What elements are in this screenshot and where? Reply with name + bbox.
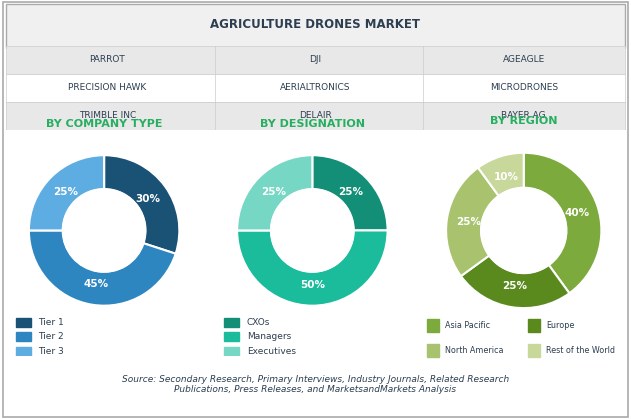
- Bar: [528, 344, 540, 357]
- Circle shape: [271, 189, 354, 272]
- Text: Executives: Executives: [247, 347, 296, 356]
- Wedge shape: [104, 155, 179, 253]
- Wedge shape: [237, 230, 387, 306]
- Text: 25%: 25%: [456, 217, 481, 227]
- Bar: [224, 347, 239, 356]
- Bar: [16, 347, 31, 356]
- Text: DJI: DJI: [309, 55, 322, 64]
- Bar: [16, 318, 31, 327]
- Bar: [224, 332, 239, 341]
- Text: Managers: Managers: [247, 332, 291, 341]
- Text: 25%: 25%: [261, 187, 286, 197]
- Bar: [427, 344, 439, 357]
- Text: BAYER AG: BAYER AG: [502, 111, 546, 120]
- FancyBboxPatch shape: [6, 102, 625, 130]
- Bar: [427, 319, 439, 332]
- Text: 25%: 25%: [502, 281, 528, 291]
- Text: 40%: 40%: [564, 208, 589, 218]
- Text: 45%: 45%: [83, 279, 108, 289]
- Wedge shape: [29, 230, 175, 306]
- Wedge shape: [237, 155, 312, 230]
- Text: AERIALTRONICS: AERIALTRONICS: [280, 83, 351, 92]
- Title: BY COMPANY TYPE: BY COMPANY TYPE: [46, 119, 162, 129]
- Title: BY DESIGNATION: BY DESIGNATION: [260, 119, 365, 129]
- Text: PRECISION HAWK: PRECISION HAWK: [68, 83, 146, 92]
- Text: AGRICULTURE DRONES MARKET: AGRICULTURE DRONES MARKET: [211, 18, 420, 31]
- Text: Tier 3: Tier 3: [38, 347, 64, 356]
- Bar: [528, 319, 540, 332]
- Bar: [16, 332, 31, 341]
- Text: 30%: 30%: [136, 194, 160, 204]
- FancyBboxPatch shape: [6, 46, 625, 74]
- Title: BY REGION: BY REGION: [490, 116, 557, 126]
- Text: MICRODRONES: MICRODRONES: [490, 83, 558, 92]
- Text: Asia Pacific: Asia Pacific: [445, 321, 490, 330]
- Text: CXOs: CXOs: [247, 318, 270, 327]
- Text: Tier 2: Tier 2: [38, 332, 64, 341]
- Bar: [224, 318, 239, 327]
- Text: Rest of the World: Rest of the World: [546, 346, 615, 355]
- Text: DELAIR: DELAIR: [299, 111, 332, 120]
- Circle shape: [481, 188, 567, 273]
- Text: 10%: 10%: [494, 172, 519, 182]
- Text: TRIMBLE INC: TRIMBLE INC: [79, 111, 136, 120]
- Wedge shape: [312, 155, 387, 230]
- Text: 25%: 25%: [338, 187, 363, 197]
- Text: 25%: 25%: [53, 187, 78, 197]
- FancyBboxPatch shape: [6, 3, 625, 48]
- Text: 50%: 50%: [300, 279, 325, 290]
- Wedge shape: [29, 155, 104, 230]
- Circle shape: [62, 189, 146, 272]
- Text: North America: North America: [445, 346, 504, 355]
- Text: Tier 1: Tier 1: [38, 318, 64, 327]
- Wedge shape: [446, 168, 498, 276]
- Text: PARROT: PARROT: [90, 55, 125, 64]
- Wedge shape: [461, 256, 569, 308]
- FancyBboxPatch shape: [6, 74, 625, 102]
- Wedge shape: [524, 153, 601, 293]
- Text: Europe: Europe: [546, 321, 574, 330]
- Text: Source: Secondary Research, Primary Interviews, Industry Journals, Related Resea: Source: Secondary Research, Primary Inte…: [122, 375, 509, 394]
- Wedge shape: [478, 153, 524, 196]
- Text: AGEAGLE: AGEAGLE: [503, 55, 545, 64]
